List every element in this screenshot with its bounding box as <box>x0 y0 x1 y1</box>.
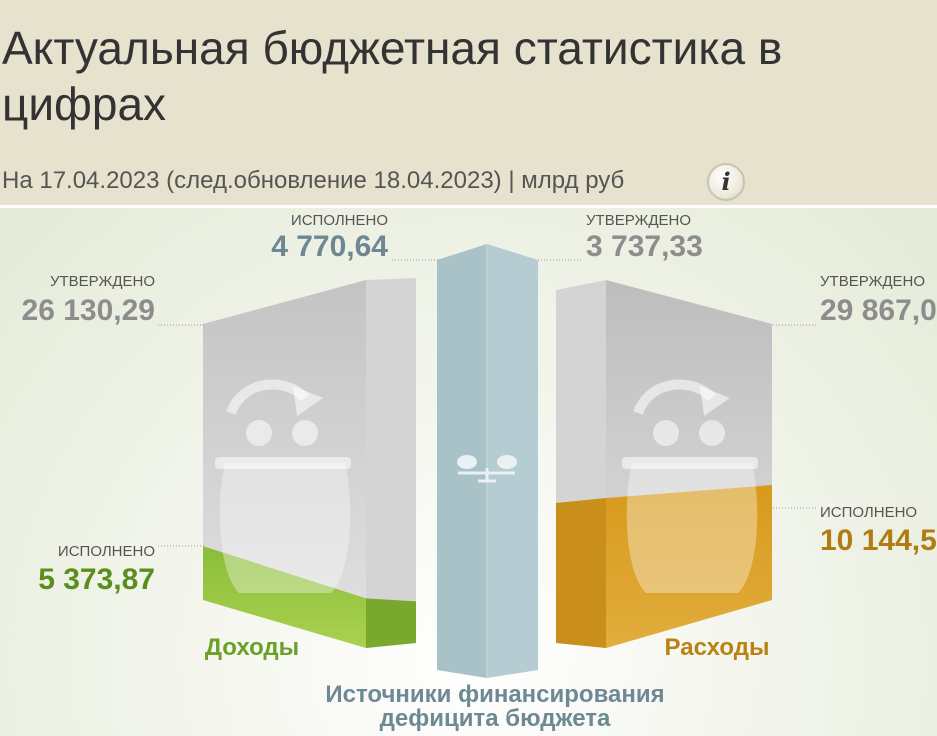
page-title-line-2: цифрах <box>2 78 167 130</box>
budget-chart-svg: УТВЕРЖДЕНО 26 130,29 ИСПОЛНЕНО 5 373,87 … <box>22 212 937 732</box>
revenue-executed-bar-side <box>366 598 416 648</box>
budget-chart: УТВЕРЖДЕНО 26 130,29 ИСПОЛНЕНО 5 373,87 … <box>0 208 937 736</box>
expense-wallet-icon-knob-right <box>699 420 725 446</box>
expense-executed-bar-front <box>606 485 772 648</box>
expense-executed-value: 10 144,5 <box>820 524 937 557</box>
scale-pan-left-icon <box>457 455 477 469</box>
expense-wallet-icon-knob-left <box>653 420 679 446</box>
scale-pan-right-icon <box>497 455 517 469</box>
deficit-category-label-line-2: дефицита бюджета <box>380 705 611 732</box>
expense-category-label: Расходы <box>665 634 770 661</box>
revenue-executed-caption: ИСПОЛНЕНО <box>58 543 155 560</box>
expense-wallet-icon-arrow-head <box>700 386 730 416</box>
deficit-executed-value: 4 770,64 <box>271 230 388 263</box>
page-title-line-1: Актуальная бюджетная статистика в <box>2 22 783 74</box>
revenue-approved-caption: УТВЕРЖДЕНО <box>50 273 155 290</box>
deficit-approved-value: 3 737,33 <box>586 230 703 263</box>
revenue-wallet-icon-knob-right <box>292 420 318 446</box>
expense-executed-caption: ИСПОЛНЕНО <box>820 504 917 521</box>
revenue-approved-bar-side <box>366 278 416 648</box>
info-icon[interactable]: i <box>707 163 745 201</box>
expense-approved-value: 29 867,0 <box>820 294 937 327</box>
revenue-approved-value: 26 130,29 <box>22 294 155 327</box>
page-title: Актуальная бюджетная статистика в цифрах <box>2 20 937 132</box>
deficit-approved-caption: УТВЕРЖДЕНО <box>586 212 691 229</box>
revenue-executed-bar-front <box>203 546 366 648</box>
expense-approved-caption: УТВЕРЖДЕНО <box>820 273 925 290</box>
expense-wallet-icon-clasp <box>622 457 758 469</box>
revenue-wallet-icon-knob-left <box>246 420 272 446</box>
revenue-wallet-icon-clasp <box>215 457 351 469</box>
scale-icon <box>458 468 515 483</box>
page-subtitle: На 17.04.2023 (след.обновление 18.04.202… <box>2 167 625 194</box>
deficit-executed-caption: ИСПОЛНЕНО <box>291 212 388 229</box>
header-divider <box>0 205 937 208</box>
expense-wallet-icon-body <box>626 463 758 593</box>
deficit-category-label-line-1: Источники финансирования <box>325 681 664 708</box>
revenue-wallet-icon-arrow-head <box>293 386 323 416</box>
revenue-executed-value: 5 373,87 <box>38 563 155 596</box>
info-glyph: i <box>721 167 731 196</box>
header: Актуальная бюджетная статистика в цифрах… <box>0 0 937 205</box>
revenue-category-label: Доходы <box>205 634 299 661</box>
bars-group <box>203 244 772 678</box>
expense-executed-bar-side <box>556 498 606 648</box>
revenue-wallet-icon-body <box>219 463 351 593</box>
